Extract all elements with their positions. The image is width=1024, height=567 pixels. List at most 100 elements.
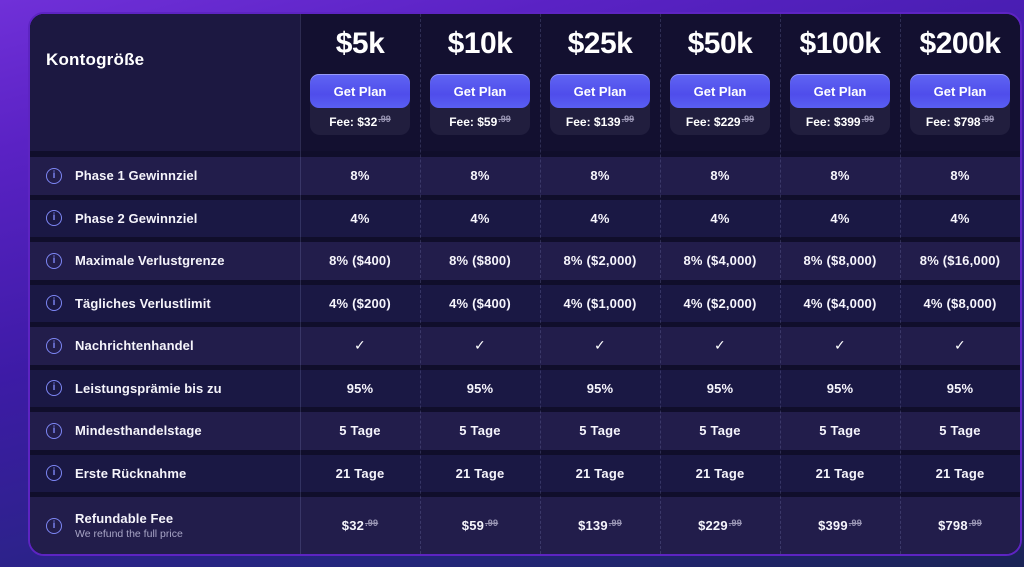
plan-fee-text: Fee: $139 <box>565 114 621 129</box>
plan-size: $10k <box>447 27 513 60</box>
cell-value: ✓ <box>660 327 780 365</box>
info-icon[interactable]: i <box>46 517 62 534</box>
row-label: Tägliches Verlustlimit <box>75 295 211 311</box>
check-icon: ✓ <box>714 337 726 354</box>
check-icon: ✓ <box>594 337 606 354</box>
plan-fee-text: Fee: $399 <box>805 114 861 129</box>
row-label-cell: i Phase 1 Gewinnziel <box>30 157 300 195</box>
row-label-wrap: Phase 2 Gewinnziel <box>75 211 197 226</box>
table-row: i Refundable Fee We refund the full pric… <box>30 497 1020 554</box>
get-plan-button[interactable]: Get Plan <box>550 74 650 108</box>
cell-value: 4% ($8,000) <box>900 285 1020 323</box>
cell-value: 4% <box>300 200 420 238</box>
cell-text: 4% <box>350 210 370 226</box>
info-icon[interactable]: i <box>46 295 62 312</box>
row-label: Phase 1 Gewinnziel <box>75 168 198 184</box>
cell-text: 21 Tage <box>575 465 625 481</box>
cell-value: 4% <box>660 200 780 238</box>
cell-text: 95% <box>826 380 854 396</box>
cell-text: 5 Tage <box>459 423 501 439</box>
cell-text: 8% <box>470 168 490 184</box>
row-label-wrap: Refundable Fee We refund the full price <box>75 511 183 540</box>
cell-value: 5 Tage <box>780 412 900 450</box>
cell-value: 4% ($4,000) <box>780 285 900 323</box>
cell-value: 8% ($800) <box>420 242 540 280</box>
plan-fee: Fee: $139.99 <box>550 108 650 135</box>
row-sublabel: We refund the full price <box>75 528 183 540</box>
cell-value: 95% <box>420 370 540 408</box>
cell-value: 5 Tage <box>900 412 1020 450</box>
plan-column-header: $5k Get Plan Fee: $32.99 <box>300 14 420 151</box>
cell-text: 95% <box>466 380 494 396</box>
get-plan-button[interactable]: Get Plan <box>670 74 770 108</box>
row-label-wrap: Erste Rücknahme <box>75 466 186 481</box>
row-label-wrap: Tägliches Verlustlimit <box>75 296 211 311</box>
get-plan-button[interactable]: Get Plan <box>910 74 1010 108</box>
plan-fee-cents: .99 <box>378 113 391 124</box>
plan-fee-text: Fee: $59 <box>449 114 498 129</box>
get-plan-button[interactable]: Get Plan <box>790 74 890 108</box>
plan-fee-cents: .99 <box>981 113 995 124</box>
row-label-cell: i Leistungsprämie bis zu <box>30 370 300 408</box>
cell-value: $32.99 <box>300 497 420 554</box>
plan-fee: Fee: $59.99 <box>430 108 530 135</box>
cell-value: 4% ($1,000) <box>540 285 660 323</box>
info-icon[interactable]: i <box>46 252 62 269</box>
price-cents: .99 <box>968 517 982 528</box>
info-icon[interactable]: i <box>46 465 62 482</box>
cell-value: 8% <box>420 157 540 195</box>
table-row: i Phase 1 Gewinnziel 8% 8% 8% 8% 8% 8% <box>30 157 1020 200</box>
cell-value: 21 Tage <box>540 455 660 493</box>
cell-value: 4% ($2,000) <box>660 285 780 323</box>
cell-text: 8% ($16,000) <box>919 253 1001 269</box>
price-main: $139 <box>578 518 608 533</box>
price-cents: .99 <box>608 517 622 528</box>
price-main: $32 <box>341 518 365 533</box>
get-plan-button[interactable]: Get Plan <box>430 74 530 108</box>
cell-text: 5 Tage <box>819 423 861 439</box>
account-size-label: Kontogröße <box>46 50 145 69</box>
price-main: $798 <box>938 518 968 533</box>
plan-size: $25k <box>567 27 633 60</box>
plan-column-header: $50k Get Plan Fee: $229.99 <box>660 14 780 151</box>
info-icon[interactable]: i <box>46 422 62 439</box>
cell-value: $59.99 <box>420 497 540 554</box>
cell-text: 21 Tage <box>695 465 745 481</box>
cell-value: ✓ <box>300 327 420 365</box>
plan-cta-group: Get Plan Fee: $139.99 <box>550 74 650 135</box>
info-icon[interactable]: i <box>46 380 62 397</box>
cell-value: 4% <box>780 200 900 238</box>
check-icon: ✓ <box>834 337 846 354</box>
cell-value: 4% <box>420 200 540 238</box>
row-label-wrap: Mindesthandelstage <box>75 423 202 438</box>
plan-size: $50k <box>687 27 753 60</box>
cell-value: $399.99 <box>780 497 900 554</box>
cell-value: 8% ($400) <box>300 242 420 280</box>
plan-cta-group: Get Plan Fee: $229.99 <box>670 74 770 135</box>
cell-text: 4% ($2,000) <box>683 295 757 311</box>
info-icon[interactable]: i <box>46 337 62 354</box>
cell-text: 21 Tage <box>455 465 505 481</box>
cell-text: 5 Tage <box>579 423 621 439</box>
row-label: Mindesthandelstage <box>75 423 202 439</box>
row-label-cell: i Phase 2 Gewinnziel <box>30 200 300 238</box>
cell-text: 8% <box>830 168 850 184</box>
cell-text: 8% <box>950 168 970 184</box>
cell-text: 4% ($200) <box>329 295 391 311</box>
price-cents: .99 <box>728 517 742 528</box>
cell-value: 5 Tage <box>420 412 540 450</box>
cell-text: 95% <box>946 380 974 396</box>
plan-column-header: $200k Get Plan Fee: $798.99 <box>900 14 1020 151</box>
row-label: Refundable Fee <box>75 511 174 526</box>
cell-text: 21 Tage <box>335 465 385 481</box>
cell-value: 8% ($2,000) <box>540 242 660 280</box>
cell-value: 95% <box>900 370 1020 408</box>
cell-value: 4% ($200) <box>300 285 420 323</box>
info-icon[interactable]: i <box>46 167 62 184</box>
price-main: $399 <box>818 518 848 533</box>
row-label: Leistungsprämie bis zu <box>75 380 222 396</box>
info-icon[interactable]: i <box>46 210 62 227</box>
row-label-cell: i Maximale Verlustgrenze <box>30 242 300 280</box>
table-row: i Tägliches Verlustlimit 4% ($200) 4% ($4… <box>30 284 1020 327</box>
get-plan-button[interactable]: Get Plan <box>310 74 410 108</box>
